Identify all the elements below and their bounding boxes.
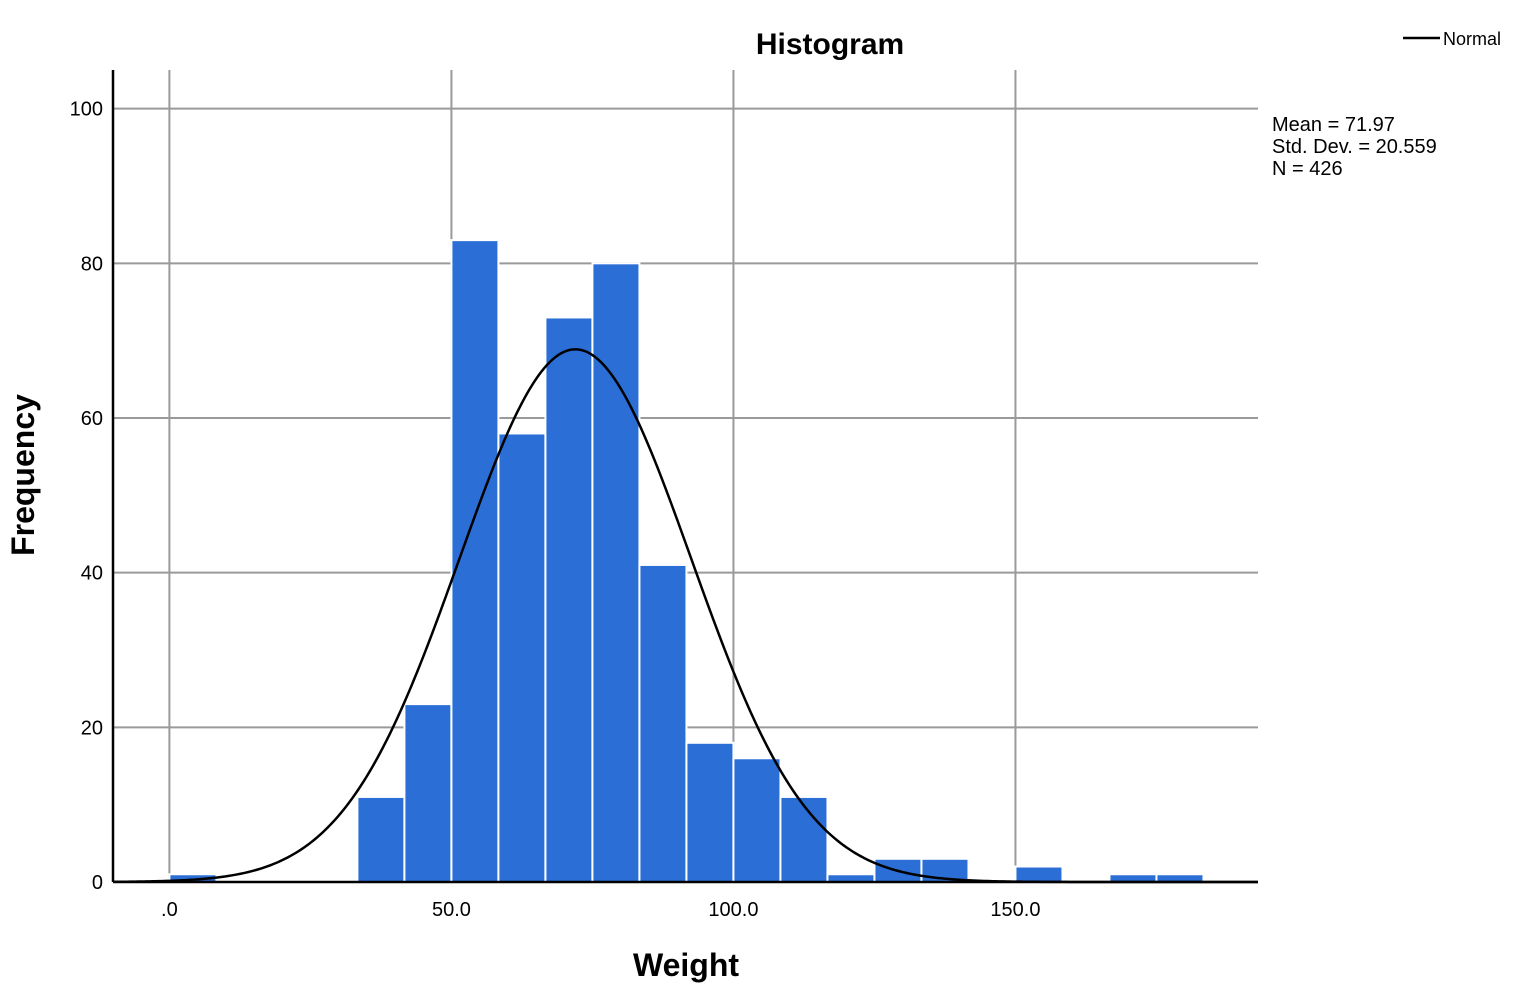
histogram-bar — [779, 795, 829, 884]
histogram-bar — [544, 316, 594, 883]
histogram-bar — [591, 262, 641, 884]
stats-mean: Mean = 71.97 — [1272, 114, 1395, 136]
gridlines — [113, 70, 1258, 882]
stats-std-dev: Std. Dev. = 20.559 — [1272, 136, 1437, 158]
histogram-bars — [168, 239, 1205, 884]
histogram-bar — [356, 795, 406, 884]
histogram-bar — [685, 741, 735, 883]
histogram-bar — [1014, 865, 1064, 883]
y-tick-label: 100 — [70, 99, 103, 121]
y-tick-label: 0 — [92, 872, 103, 894]
x-axis-label: Weight — [633, 947, 739, 983]
stats-box: Mean = 71.97 Std. Dev. = 20.559 N = 426 — [1272, 114, 1437, 180]
axes — [111, 70, 1258, 884]
histogram-bar — [732, 757, 782, 883]
x-tick-label: 50.0 — [432, 899, 471, 921]
histogram-bar — [497, 432, 547, 883]
stats-n: N = 426 — [1272, 158, 1343, 180]
legend-normal-label: Normal — [1443, 29, 1501, 49]
y-tick-label: 80 — [81, 253, 103, 275]
y-tick-label: 40 — [81, 563, 103, 585]
y-tick-label: 20 — [81, 717, 103, 739]
x-tick-label: .0 — [161, 899, 178, 921]
legend: Normal — [1403, 29, 1501, 49]
histogram-bar — [638, 563, 688, 884]
x-tick-label: 100.0 — [708, 899, 758, 921]
y-tick-label: 60 — [81, 408, 103, 430]
x-tick-label: 150.0 — [990, 899, 1040, 921]
histogram-bar — [403, 703, 453, 884]
y-axis-label: Frequency — [5, 394, 41, 556]
chart-title: Histogram — [756, 28, 904, 61]
